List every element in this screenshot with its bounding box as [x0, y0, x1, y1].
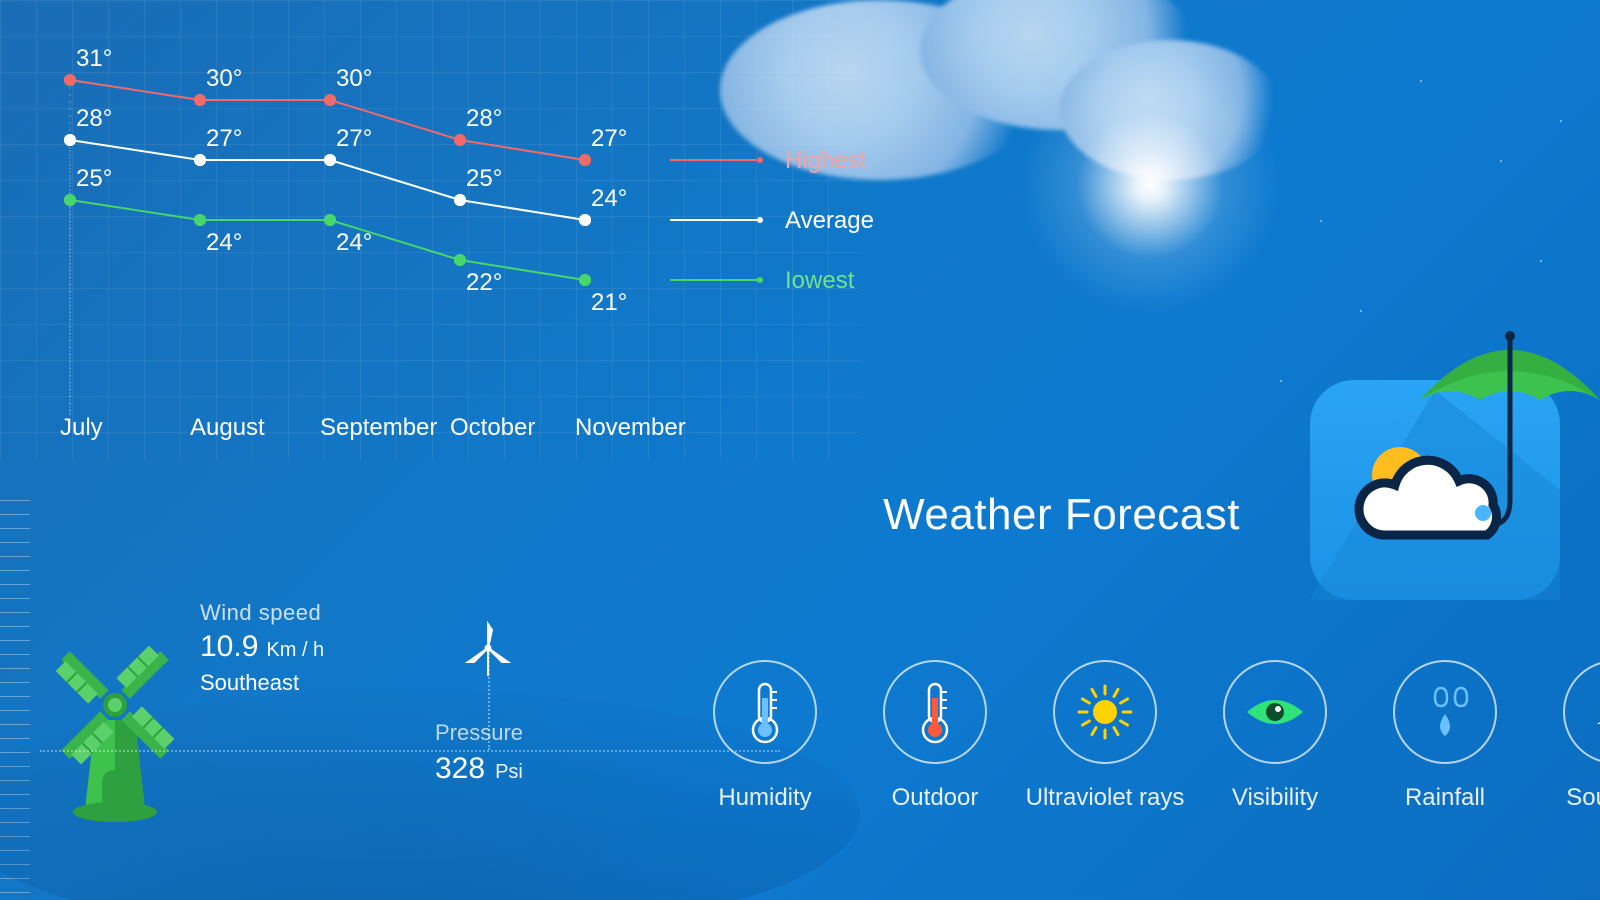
metric-label: Rainfall — [1405, 784, 1485, 812]
svg-text:22°: 22° — [466, 269, 502, 296]
metric-label: Southern — [1566, 784, 1600, 812]
svg-text:28°: 28° — [76, 105, 112, 132]
svg-text:25°: 25° — [76, 165, 112, 192]
humidity-icon — [713, 660, 817, 764]
temperature-chart: Highest 31° 30° 30° 28° 27° Average 28° 27° 27° 25… — [30, 20, 910, 440]
wind-speed-label: Wind speed — [200, 600, 324, 626]
metric-southern[interactable]: Southern — [1550, 660, 1600, 812]
metric-uv[interactable]: Ultraviolet rays — [1040, 660, 1170, 812]
svg-text:25°: 25° — [466, 165, 502, 192]
metric-rainfall[interactable]: Rainfall — [1380, 660, 1510, 812]
svg-text:November: November — [575, 414, 686, 441]
rainfall-icon — [1393, 660, 1497, 764]
svg-text:28°: 28° — [466, 105, 502, 132]
page-title: Weather Forecast — [883, 490, 1240, 540]
metric-outdoor[interactable]: Outdoor — [870, 660, 1000, 812]
svg-text:27°: 27° — [206, 125, 242, 152]
windmill-icon — [40, 610, 190, 830]
wind-panel: Wind speed 10.9Km / h Southeast Pressure… — [40, 590, 600, 870]
metric-label: Ultraviolet rays — [1026, 784, 1185, 812]
svg-text:30°: 30° — [206, 65, 242, 92]
pressure-label: Pressure — [435, 720, 523, 746]
metric-label: Visibility — [1232, 784, 1318, 812]
svg-text:27°: 27° — [336, 125, 372, 152]
metric-label: Outdoor — [892, 784, 979, 812]
metric-visibility[interactable]: Visibility — [1210, 660, 1340, 812]
svg-text:31°: 31° — [76, 45, 112, 72]
metrics-row: Humidity Outdoor Ultraviolet rays Visibi… — [700, 660, 1600, 860]
svg-text:October: October — [450, 414, 535, 441]
svg-text:24°: 24° — [336, 229, 372, 256]
svg-text:August: August — [190, 414, 265, 441]
svg-text:Average: Average — [785, 207, 874, 234]
visibility-icon — [1223, 660, 1327, 764]
svg-text:September: September — [320, 414, 437, 441]
svg-text:Iowest: Iowest — [785, 267, 855, 294]
svg-text:27°: 27° — [591, 125, 627, 152]
pressure-value: 328Psi — [435, 752, 523, 786]
metric-humidity[interactable]: Humidity — [700, 660, 830, 812]
dotted-line-horizontal — [40, 750, 780, 752]
metric-label: Humidity — [718, 784, 811, 812]
wind-direction: Southeast — [200, 670, 324, 696]
wind-speed-value: 10.9Km / h — [200, 630, 324, 664]
svg-text:30°: 30° — [336, 65, 372, 92]
uv-icon — [1053, 660, 1157, 764]
svg-text:July: July — [60, 414, 103, 441]
svg-text:21°: 21° — [591, 289, 627, 316]
outdoor-icon — [883, 660, 987, 764]
southern-icon — [1563, 660, 1600, 764]
svg-text:Highest: Highest — [785, 147, 867, 174]
svg-text:24°: 24° — [591, 185, 627, 212]
svg-text:24°: 24° — [206, 229, 242, 256]
weather-app-icon[interactable] — [1270, 310, 1520, 560]
